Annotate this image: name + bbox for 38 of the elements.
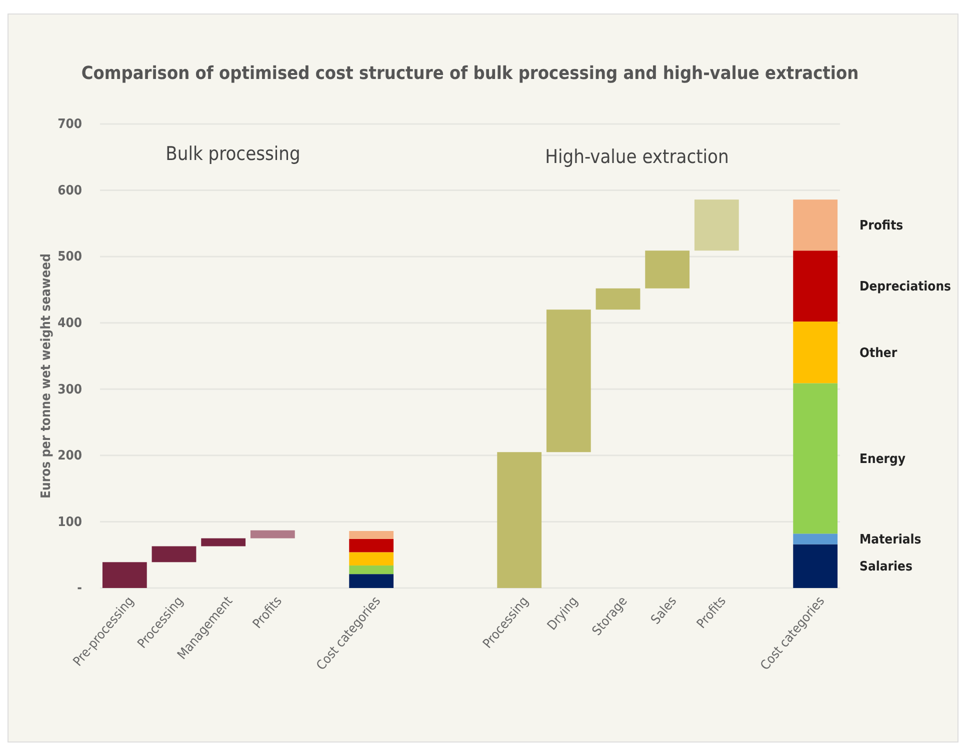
- series-label: Salaries: [860, 560, 912, 575]
- y-axis-title: Euros per tonne wet weight seaweed: [39, 254, 54, 498]
- bar: [201, 538, 246, 546]
- bar: [793, 544, 838, 588]
- bar: [596, 288, 640, 310]
- y-tick-label: 100: [58, 514, 82, 530]
- y-tick-label: 200: [58, 448, 82, 464]
- series-label: Energy: [860, 452, 906, 467]
- series-label: Materials: [860, 532, 922, 548]
- y-tick-label: 600: [58, 183, 82, 198]
- bar: [793, 534, 838, 544]
- annotation: High-value extraction: [545, 146, 729, 168]
- bar: [645, 250, 690, 288]
- bar: [250, 530, 295, 538]
- bar: [793, 383, 838, 534]
- y-tick-label: 700: [58, 117, 82, 132]
- bar: [349, 574, 394, 588]
- bar: [694, 200, 739, 251]
- bar: [793, 322, 838, 384]
- bar: [497, 452, 542, 588]
- series-label: Depreciations: [860, 280, 952, 295]
- series-label: Other: [860, 346, 898, 361]
- chart-title: Comparison of optimised cost structure of bulk processing and high-value extraction: [81, 63, 859, 84]
- bar: [546, 310, 591, 452]
- bar: [349, 530, 394, 539]
- bar: [152, 546, 196, 562]
- y-tick-label: 500: [58, 250, 82, 265]
- bar: [102, 562, 147, 588]
- bar: [349, 538, 394, 552]
- y-tick-label: 400: [58, 316, 82, 332]
- y-tick-label: -: [77, 581, 82, 596]
- y-tick-label: 300: [58, 382, 82, 398]
- annotation: Bulk processing: [166, 143, 300, 165]
- bar: [349, 552, 394, 566]
- bar: [793, 200, 838, 251]
- bar: [793, 250, 838, 322]
- series-label: Profits: [860, 218, 904, 234]
- bar: [349, 565, 394, 574]
